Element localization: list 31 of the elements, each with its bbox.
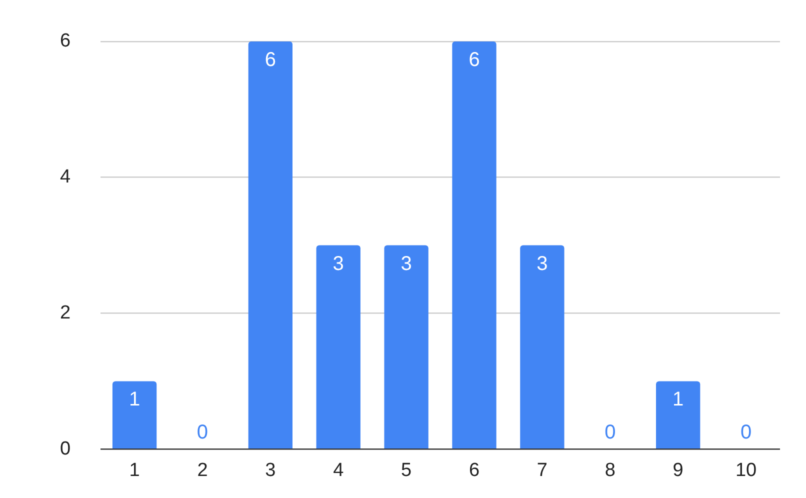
y-tick-label: 6 bbox=[60, 30, 71, 52]
x-tick-label: 3 bbox=[265, 460, 276, 481]
data-label: 0 bbox=[604, 422, 616, 444]
x-tick-label: 1 bbox=[129, 460, 140, 481]
data-label: 0 bbox=[740, 422, 752, 444]
bar bbox=[452, 41, 496, 449]
bar bbox=[248, 41, 293, 449]
x-tick-label: 6 bbox=[468, 460, 480, 481]
x-tick-label: 4 bbox=[333, 460, 344, 481]
x-tick-label: 9 bbox=[672, 460, 684, 481]
data-label: 6 bbox=[264, 48, 276, 71]
bar bbox=[384, 245, 428, 449]
y-tick-label: 4 bbox=[60, 166, 71, 188]
bar bbox=[520, 245, 564, 449]
bar bbox=[316, 245, 360, 449]
data-label: 0 bbox=[196, 422, 208, 444]
data-label: 1 bbox=[128, 388, 140, 411]
x-tick-label: 10 bbox=[735, 460, 757, 481]
x-tick-label: 7 bbox=[536, 460, 548, 481]
x-tick-label: 5 bbox=[401, 460, 412, 481]
y-tick-label: 0 bbox=[60, 438, 71, 460]
data-label: 1 bbox=[672, 388, 684, 411]
data-label: 6 bbox=[468, 48, 480, 71]
x-tick-label: 8 bbox=[604, 460, 616, 481]
x-tick-label: 2 bbox=[197, 460, 208, 481]
data-label: 3 bbox=[536, 252, 548, 275]
data-label: 3 bbox=[332, 252, 344, 275]
bar bbox=[656, 381, 700, 449]
y-tick-label: 2 bbox=[60, 302, 71, 324]
data-label: 3 bbox=[400, 252, 412, 275]
bar bbox=[112, 381, 157, 449]
